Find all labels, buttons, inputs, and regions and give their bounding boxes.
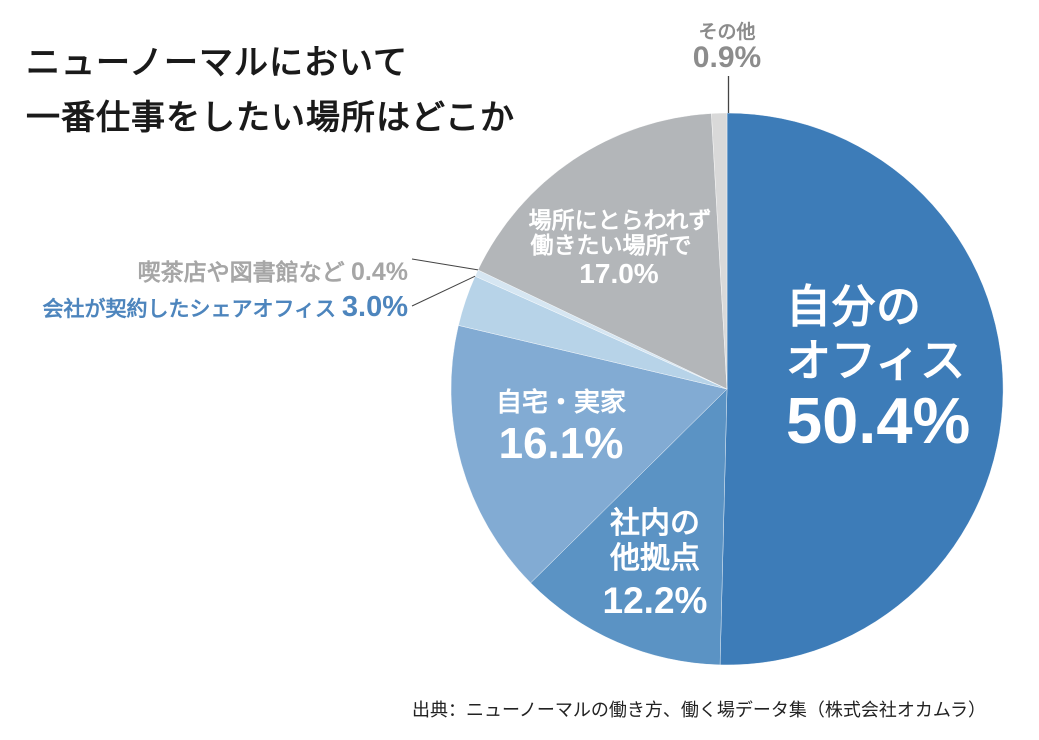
svg-text:その他: その他 [698, 20, 755, 43]
svg-text:0.9%: 0.9% [693, 41, 761, 74]
svg-text:12.2%: 12.2% [603, 580, 708, 621]
svg-text:オフィス: オフィス [786, 335, 965, 386]
svg-text:働きたい場所で: 働きたい場所で [530, 232, 692, 258]
svg-text:他拠点: 他拠点 [609, 542, 700, 575]
svg-text:場所にとらわれず: 場所にとらわれず [529, 207, 712, 233]
svg-text:50.4%: 50.4% [786, 384, 970, 457]
svg-text:自宅・実家: 自宅・実家 [496, 387, 626, 417]
svg-text:社内の: 社内の [610, 507, 700, 540]
svg-text:16.1%: 16.1% [499, 419, 624, 468]
svg-text:会社が契約したシェアオフィス 3.0%: 会社が契約したシェアオフィス 3.0% [42, 291, 408, 323]
svg-text:自分の: 自分の [786, 281, 921, 332]
svg-text:17.0%: 17.0% [579, 258, 658, 289]
svg-text:喫茶店や図書館など 0.4%: 喫茶店や図書館など 0.4% [138, 258, 408, 286]
